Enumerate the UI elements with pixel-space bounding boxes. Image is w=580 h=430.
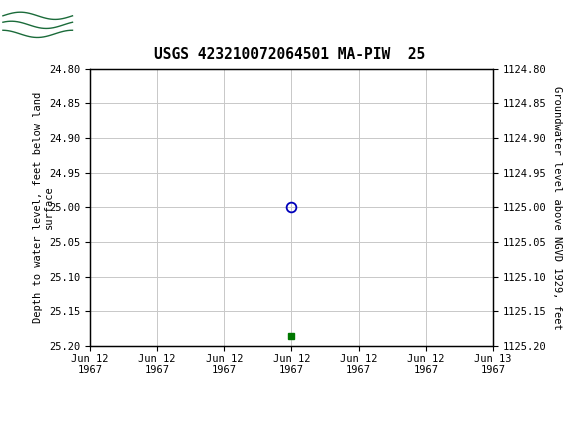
Text: USGS: USGS [84, 14, 139, 31]
Text: USGS 423210072064501 MA-PIW  25: USGS 423210072064501 MA-PIW 25 [154, 47, 426, 62]
Legend: Period of approved data: Period of approved data [187, 429, 396, 430]
Y-axis label: Depth to water level, feet below land
surface: Depth to water level, feet below land su… [32, 92, 54, 323]
Y-axis label: Groundwater level above NGVD 1929, feet: Groundwater level above NGVD 1929, feet [552, 86, 562, 329]
Bar [3, 3, 72, 42]
